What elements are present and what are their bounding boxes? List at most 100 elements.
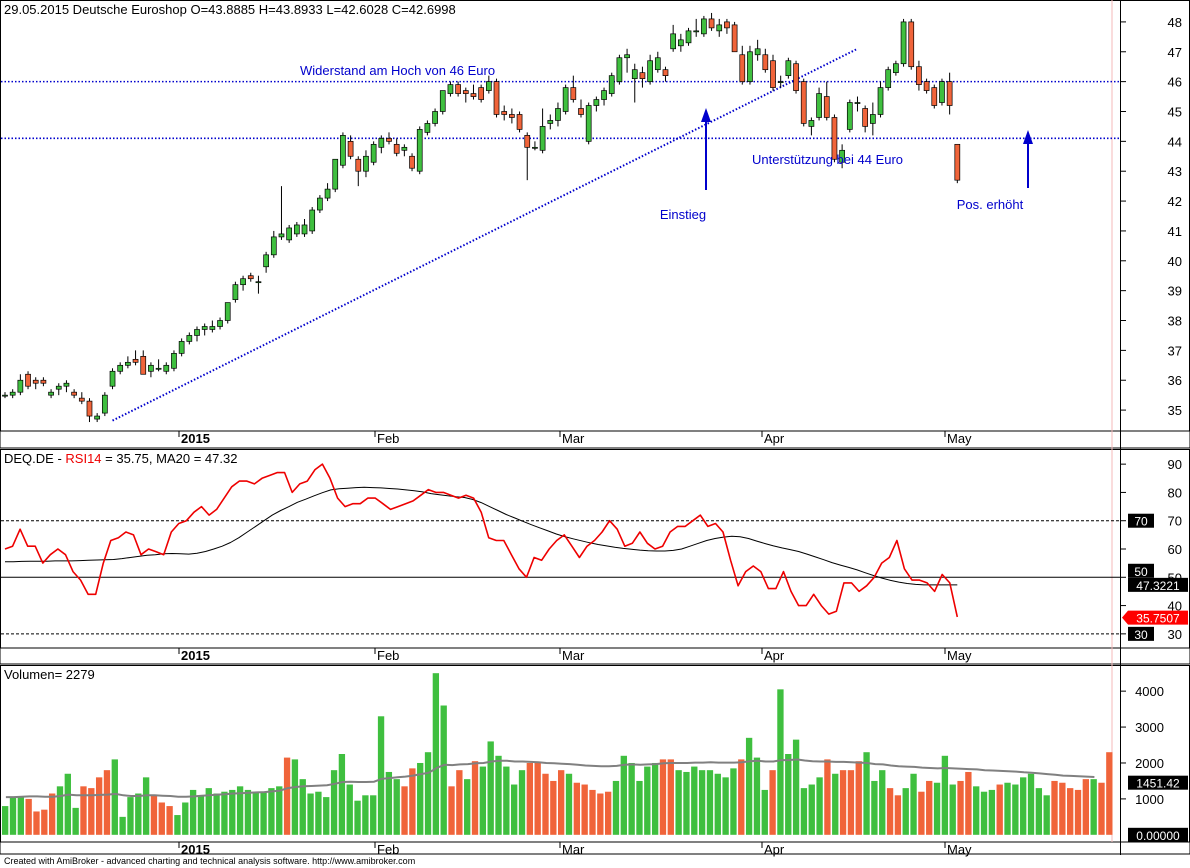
date-axis-strip [0,430,1190,449]
candle-body [255,281,262,284]
candle [724,18,730,34]
rsi-value-badge: 50 [1128,563,1154,579]
candle-body [78,397,85,402]
rsi-tick-label: 30 [1168,627,1182,642]
candle [754,39,761,61]
volume-bar [839,770,847,835]
volume-bar [205,788,212,835]
candle [201,323,208,336]
candle-body [32,379,39,384]
volume-bar [1027,773,1035,835]
candle [555,102,561,127]
volume-bar [769,770,776,835]
candle-body [731,24,738,53]
candle-body [286,227,293,241]
volume-bar [651,762,659,835]
candle [78,392,85,405]
candle [178,338,185,357]
volume-bar [738,759,745,835]
candle-body [455,84,461,94]
volume-bar [1106,752,1113,835]
candle [94,413,101,423]
volume-bar [761,789,768,835]
price-tick-label: 43 [1168,164,1182,179]
arrow-head [701,108,711,122]
candle-body [386,138,392,142]
candle-body [578,108,584,115]
candle-body [217,320,223,327]
price-tick-label: 41 [1168,224,1182,239]
candle-body [109,370,116,387]
volume-bar [346,784,353,835]
candle [462,87,469,103]
candle-body [885,69,892,88]
month-label: 2015 [181,648,210,663]
volume-bar [949,784,956,835]
month-label: Apr [764,842,785,857]
volume-bar [800,788,808,835]
volume-bar [189,789,197,835]
candle [286,224,293,243]
rsi-tick-label: 90 [1168,457,1182,472]
candle-body [71,391,77,396]
candle-body [639,72,646,79]
volume-pane-title: Volumen= 2279 [4,667,95,682]
candle-body [555,108,561,121]
volume-bar [370,795,377,835]
candle-body [601,90,607,100]
volume-bar [1051,780,1058,835]
volume-bar [620,755,627,835]
rsi-value-badge: 30 [1128,626,1154,642]
volume-bar [315,791,322,835]
annotation-label: Widerstand am Hoch von 46 Euro [300,63,495,78]
candle [654,51,661,73]
candle-body [17,379,24,393]
month-label: May [947,648,972,663]
candle-body [424,123,431,133]
volume-bar [1012,784,1019,835]
candle [332,158,339,193]
candle [509,108,515,124]
candle [270,230,277,258]
candle-body [470,93,477,97]
candle [317,195,323,214]
candle-body [908,21,915,68]
candle-body [954,143,961,181]
candle-body [132,358,139,363]
candle-body [516,114,523,130]
candle-body [163,364,170,372]
volume-bar [330,770,338,835]
candle [117,362,124,375]
candle-body [278,233,285,238]
candle [386,132,392,145]
candle-body [501,111,508,115]
volume-bar [260,791,267,835]
volume-bar [456,770,463,835]
candle-body [9,391,16,396]
candle-body [839,149,845,163]
candle [608,72,615,97]
candle-body [931,87,938,106]
candle-body [140,355,147,375]
candle-body [186,335,193,342]
volume-bar [2,806,9,835]
candle [186,332,193,345]
rsi-line [4,463,959,618]
badge-text: 0.00000 [1136,829,1180,843]
volume-bar [675,770,682,835]
candle [455,81,461,97]
volume-bar [213,793,220,835]
volume-tick-label: 4000 [1135,684,1164,699]
candle-body [270,236,277,256]
candle-body [808,120,815,127]
candle-body [378,138,385,148]
candle [171,350,177,372]
volume-bar [9,797,17,835]
candle [148,362,154,378]
volume-bar [276,786,283,835]
volume-bar [518,770,526,835]
volume-bar [174,815,181,835]
candle-body [624,54,630,59]
candle-body [293,224,300,235]
